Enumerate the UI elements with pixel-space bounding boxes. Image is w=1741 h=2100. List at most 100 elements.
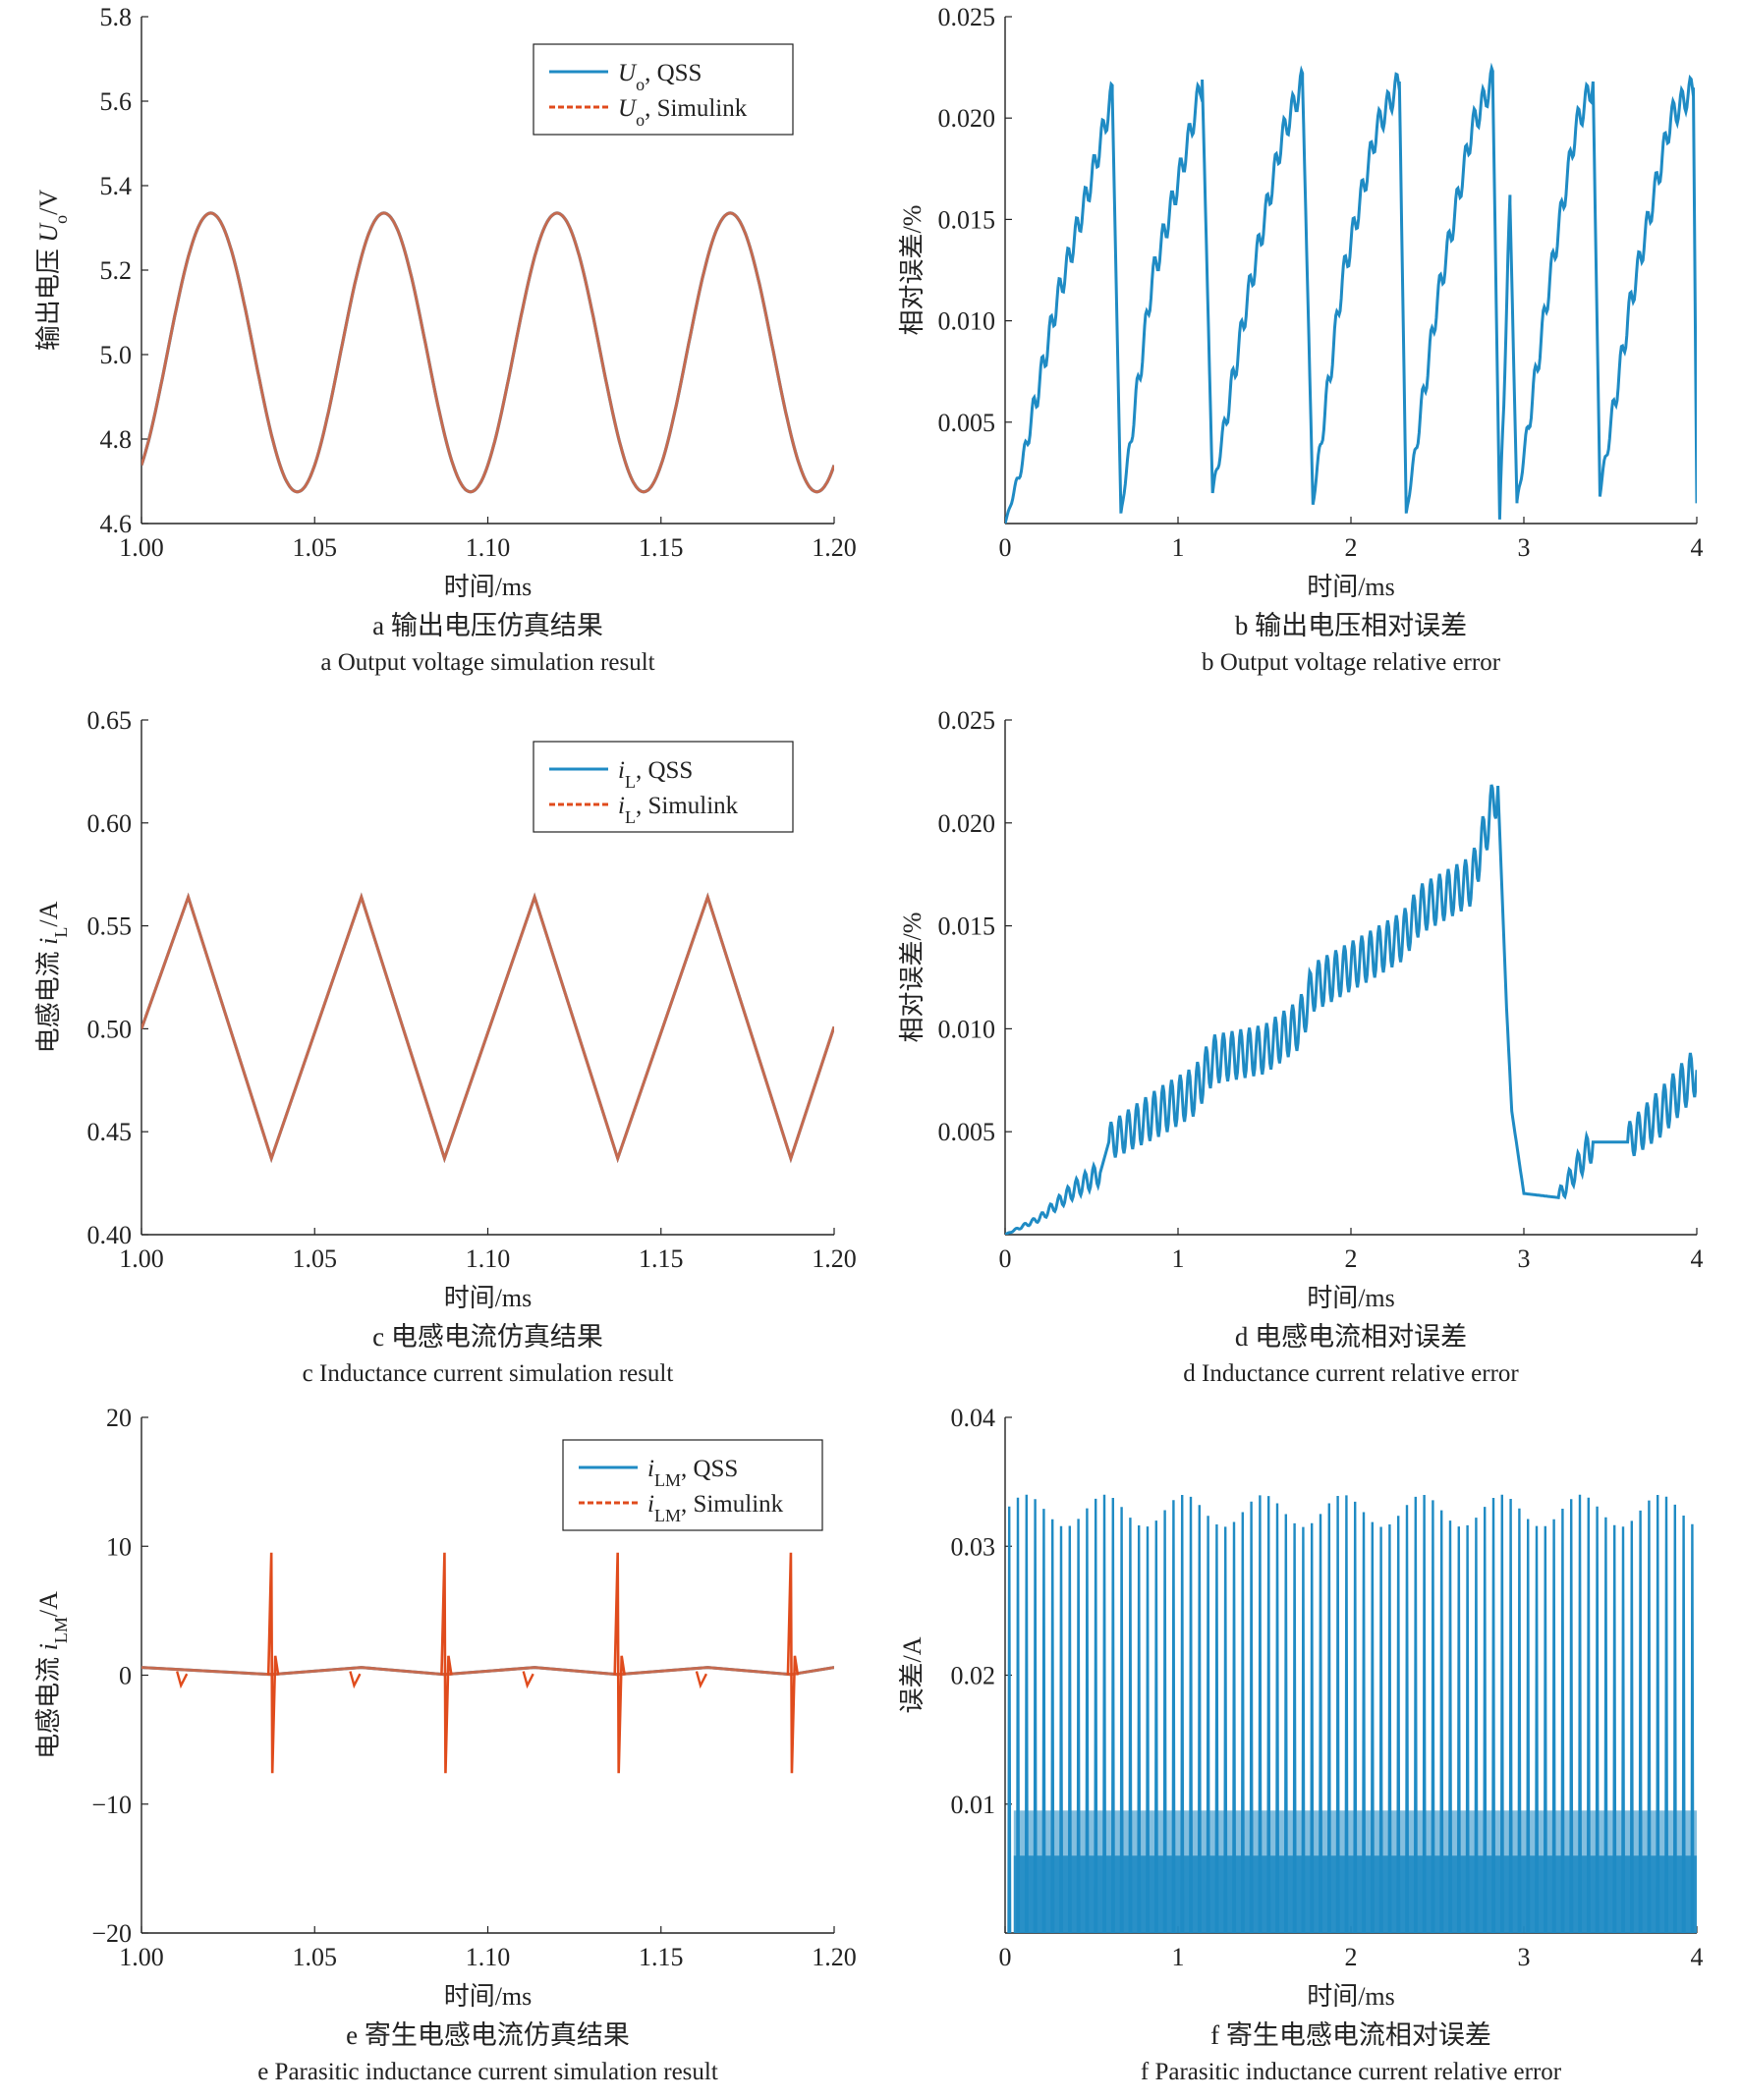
x-tick-label: 1.20 xyxy=(812,1943,857,1971)
plot-area xyxy=(1005,784,1697,1235)
legend-box xyxy=(562,1439,823,1531)
caption-en: b Output voltage relative error xyxy=(1202,649,1501,676)
x-tick-label: 4 xyxy=(1691,533,1704,562)
spike-mark xyxy=(266,1552,280,1774)
spike-mark xyxy=(786,1552,800,1774)
caption-cn: d 电感电流相对误差 xyxy=(1235,1322,1467,1352)
plot-area xyxy=(141,211,834,494)
x-tick-label: 4 xyxy=(1691,1244,1704,1273)
y-tick-label: 0.025 xyxy=(938,3,996,31)
legend-label: iLM, Simulink xyxy=(647,1491,784,1525)
x-tick-label: 1 xyxy=(1172,1244,1185,1273)
x-tick-label: 3 xyxy=(1518,533,1531,562)
x-tick-label: 1.00 xyxy=(119,533,164,562)
x-tick-label: 1 xyxy=(1172,533,1185,562)
legend-box xyxy=(533,43,794,136)
y-tick-label: 0.020 xyxy=(938,809,996,838)
x-tick-label: 1.05 xyxy=(293,1244,338,1273)
y-tick-label: 0.015 xyxy=(938,205,996,234)
x-axis-label: 时间/ms xyxy=(1307,573,1395,601)
y-axis-label: 输出电压 Uo/V xyxy=(34,190,71,352)
x-tick-label: 1 xyxy=(1172,1943,1185,1971)
x-tick-label: 1.15 xyxy=(639,1244,684,1273)
x-tick-label: 1.10 xyxy=(466,533,511,562)
y-tick-label: 0.45 xyxy=(87,1118,133,1146)
chart-panel-d: 0 1 2 3 4 0.005 0.010 0.015 0.020 0.025 时间/ms 相对误差/… xyxy=(898,706,1704,1387)
x-axis-label: 时间/ms xyxy=(444,1284,533,1312)
series-line-simulink xyxy=(141,892,834,1164)
plot-area xyxy=(1005,62,1697,524)
x-tick-label: 2 xyxy=(1345,1244,1358,1273)
legend-label: iL, Simulink xyxy=(618,793,739,827)
x-tick-label: 3 xyxy=(1518,1943,1531,1971)
y-tick-label: 0.02 xyxy=(951,1662,996,1690)
y-tick-label: 0.60 xyxy=(87,809,133,838)
caption-en: d Inductance current relative error xyxy=(1183,1360,1519,1387)
legend-box xyxy=(533,741,794,833)
x-tick-label: 0 xyxy=(999,1943,1012,1971)
y-axis-label: 电感电流 iL/A xyxy=(34,901,71,1053)
caption-cn: b 输出电压相对误差 xyxy=(1235,611,1467,640)
y-tick-label: 0.025 xyxy=(938,706,996,735)
spike-train xyxy=(1007,1494,1695,1933)
x-tick-label: 2 xyxy=(1345,1943,1358,1971)
y-tick-label: 0.020 xyxy=(938,104,996,133)
spike-mark xyxy=(613,1552,626,1774)
y-axis-label: 电感电流 iLM/A xyxy=(34,1591,71,1759)
x-tick-label: 1.00 xyxy=(119,1244,164,1273)
x-tick-label: 1.15 xyxy=(639,533,684,562)
x-tick-label: 3 xyxy=(1518,1244,1531,1273)
legend-label: Uo, Simulink xyxy=(618,95,748,130)
y-tick-label: 0.50 xyxy=(87,1015,133,1043)
plot-area xyxy=(141,1552,834,1774)
legend-label: iL, QSS xyxy=(618,757,693,792)
series-line xyxy=(1005,784,1697,1235)
chart-panel-f: 0 1 2 3 4 0.01 0.02 0.03 0.04 时间/ms 误差/A f 寄生电感电流相对… xyxy=(898,1404,1704,2085)
x-tick-label: 0 xyxy=(999,1244,1012,1273)
y-tick-label: 0.01 xyxy=(951,1791,996,1819)
y-tick-label: 5.2 xyxy=(100,256,133,285)
plot-area xyxy=(1007,1494,1697,1933)
dip-mark xyxy=(349,1671,362,1689)
caption-cn: a 输出电压仿真结果 xyxy=(372,611,603,640)
x-tick-label: 1.05 xyxy=(293,1943,338,1971)
series-line xyxy=(1005,62,1697,524)
series-line-simulink xyxy=(141,1666,834,1677)
x-tick-label: 1.05 xyxy=(293,533,338,562)
y-tick-label: 0.010 xyxy=(938,307,996,336)
series-line-simulink xyxy=(141,211,834,494)
y-tick-label: 0.03 xyxy=(951,1532,996,1561)
y-tick-label: −10 xyxy=(91,1791,132,1819)
chart-panel-c: 1.00 1.05 1.10 1.15 1.20 0.40 0.45 0.50 0.55 0.60… xyxy=(34,706,857,1387)
x-axis-label: 时间/ms xyxy=(1307,1284,1395,1312)
y-tick-label: 4.8 xyxy=(100,425,133,454)
y-tick-label: 5.4 xyxy=(100,172,133,200)
y-tick-label: 0.55 xyxy=(87,912,133,941)
plot-area xyxy=(141,892,834,1164)
y-axis-label: 相对误差/% xyxy=(898,912,927,1043)
x-tick-label: 0 xyxy=(999,533,1012,562)
y-tick-label: 0.015 xyxy=(938,912,996,941)
x-axis-label: 时间/ms xyxy=(444,1982,533,2011)
y-axis-label: 误差/A xyxy=(898,1636,927,1713)
y-tick-label: 4.6 xyxy=(100,510,133,538)
y-tick-label: 10 xyxy=(106,1532,132,1561)
legend-label: iLM, QSS xyxy=(647,1456,738,1490)
legend-label: Uo, QSS xyxy=(618,60,702,94)
x-tick-label: 2 xyxy=(1345,533,1358,562)
y-tick-label: 0 xyxy=(119,1662,132,1690)
caption-cn: f 寄生电感电流相对误差 xyxy=(1210,2020,1491,2050)
dip-mark xyxy=(695,1671,708,1689)
caption-cn: e 寄生电感电流仿真结果 xyxy=(346,2020,630,2050)
y-tick-label: 0.40 xyxy=(87,1221,133,1249)
x-axis-label: 时间/ms xyxy=(1307,1982,1395,2011)
x-tick-label: 1.10 xyxy=(466,1943,511,1971)
x-tick-label: 1.20 xyxy=(812,1244,857,1273)
series-line-qss xyxy=(141,211,834,494)
series-line-qss xyxy=(141,892,834,1164)
y-axis-label: 相对误差/% xyxy=(898,205,927,336)
caption-en: a Output voltage simulation result xyxy=(320,649,654,676)
caption-en: e Parasitic inductance current simulatio… xyxy=(257,2059,718,2085)
